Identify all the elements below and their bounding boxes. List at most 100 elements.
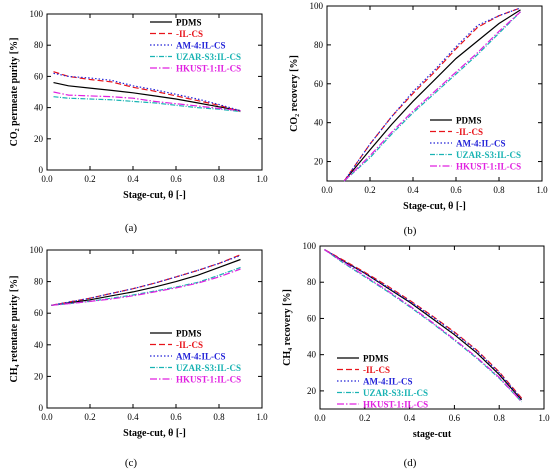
y-tick-label: 60 (307, 313, 317, 323)
x-tick-label: 0.4 (404, 413, 416, 423)
x-tick-label: 0.2 (359, 413, 370, 423)
x-tick-label: 0.0 (41, 412, 53, 422)
legend-entry-label: UZAR-S3:IL-CS (176, 52, 241, 62)
x-tick-label: 0.6 (170, 412, 182, 422)
legend-entry-label: UZAR-S3:IL-CS (456, 150, 521, 160)
panel-label: (a) (125, 222, 138, 234)
y-tick-label: 20 (34, 134, 44, 144)
x-axis-title: Stage-cut, θ [-] (403, 201, 466, 212)
legend-entry-label: -IL-CS (176, 340, 203, 350)
y-tick-label: 0 (39, 403, 44, 413)
y-axis-title: CH₄ recovery [%] (282, 289, 293, 366)
plot-frame (326, 5, 543, 182)
y-tick-label: 80 (307, 277, 317, 287)
x-tick-label: 0.2 (84, 174, 95, 184)
x-tick-label: 0.0 (41, 174, 53, 184)
chart-panel-c: 0.0 0.2 0.4 0.6 0.8 1.0 0 20 40 60 80 100 Stage-cut,… (9, 245, 268, 469)
legend-entry-label: UZAR-S3:IL-CS (363, 388, 428, 398)
legend-entry-label: AM-4:IL-CS (176, 41, 226, 51)
chart-panel-d: 0.0 0.2 0.4 0.6 0.8 1.0 20 40 60 80 100 stage-cut CH… (282, 241, 550, 469)
series-line-am-4-il-cs (343, 7, 521, 182)
y-tick-label: 100 (303, 241, 317, 251)
series-line-am-4-il-cs (51, 254, 241, 306)
x-axis-title: Stage-cut, θ [-] (123, 190, 186, 201)
y-tick-label: 60 (34, 308, 44, 318)
x-tick-label: 0.8 (213, 412, 225, 422)
panel-label: (d) (404, 457, 417, 469)
x-tick-label: 0.2 (364, 185, 375, 195)
legend-entry-label: -IL-CS (176, 29, 203, 39)
series-line-pdms (53, 82, 241, 112)
x-tick-label: 0.4 (407, 185, 419, 195)
series-line-hkust-1-il-cs (324, 249, 523, 403)
y-tick-label: 40 (307, 350, 317, 360)
y-tick-label: 20 (34, 371, 44, 381)
legend-entry-label: -IL-CS (456, 127, 483, 137)
y-tick-label: 60 (34, 71, 44, 81)
legend-entry-label: UZAR-S3:IL-CS (176, 363, 241, 373)
legend-entry-label: PDMS (456, 116, 482, 126)
legend-entry-label: HKUST-1:IL-CS (456, 162, 521, 172)
x-tick-label: 0.6 (170, 174, 182, 184)
legend-entry-label: HKUST-1:IL-CS (363, 400, 428, 410)
legend-entry-label: HKUST-1:IL-CS (176, 64, 241, 74)
series-line-am-4-il-cs (53, 72, 241, 112)
y-tick-label: 0 (39, 165, 44, 175)
x-tick-label: 1.0 (538, 413, 550, 423)
x-tick-label: 0.4 (127, 174, 139, 184)
x-axis-title: stage-cut (413, 429, 452, 440)
x-tick-label: 1.0 (256, 412, 268, 422)
plot-frame (46, 13, 263, 171)
series-line-hkust-1-il-cs (53, 91, 241, 112)
legend-entry-label: PDMS (363, 354, 389, 364)
series-line-uzar-s3-il-cs (53, 96, 241, 113)
y-axis-title: CH₄ retentate purity [%] (9, 276, 20, 383)
y-axis-title: CO₂ recovery [%] (289, 55, 300, 132)
x-tick-label: 0.0 (321, 185, 333, 195)
y-tick-label: 40 (34, 340, 44, 350)
x-tick-label: 0.8 (213, 174, 225, 184)
y-tick-label: 40 (314, 118, 324, 128)
series-line-am-4-il-cs (324, 249, 523, 400)
plot-frame (319, 245, 545, 410)
series-line-il-cs (53, 71, 241, 113)
x-tick-label: 0.2 (84, 412, 95, 422)
series-line-il-cs (324, 249, 523, 399)
series-line-pdms (343, 9, 521, 182)
y-tick-label: 100 (310, 1, 324, 11)
panel-label: (c) (125, 457, 138, 469)
chart-panel-b: 0.0 0.2 0.4 0.6 0.8 1.0 20 40 60 80 100 Stage-cut, … (289, 1, 548, 237)
legend-entry-label: PDMS (176, 329, 202, 339)
y-axis-title: CO₂ permeate purity [%] (9, 38, 20, 147)
y-tick-label: 80 (314, 40, 324, 50)
series-line-hkust-1-il-cs (343, 11, 521, 182)
x-tick-label: 0.6 (449, 413, 461, 423)
legend-entry-label: PDMS (176, 18, 202, 28)
y-tick-label: 60 (314, 79, 324, 89)
chart-panel-a: 0.0 0.2 0.4 0.6 0.8 1.0 0 20 40 60 80 100 Stage-cut,… (9, 9, 268, 234)
y-tick-label: 20 (314, 157, 324, 167)
y-tick-label: 80 (34, 40, 44, 50)
series-line-uzar-s3-il-cs (343, 11, 521, 182)
legend-entry-label: AM-4:IL-CS (456, 139, 506, 149)
x-tick-label: 0.0 (314, 413, 326, 423)
legend-entry-label: AM-4:IL-CS (363, 377, 413, 387)
legend-entry-label: HKUST-1:IL-CS (176, 375, 241, 385)
y-tick-label: 100 (30, 9, 44, 19)
x-axis-title: Stage-cut, θ [-] (123, 428, 186, 439)
series-line-pdms (324, 249, 523, 401)
series-line-il-cs (51, 254, 241, 306)
y-tick-label: 100 (30, 245, 44, 255)
series-line-hkust-1-il-cs (51, 268, 241, 306)
legend-entry-label: AM-4:IL-CS (176, 352, 226, 362)
x-tick-label: 0.8 (494, 413, 506, 423)
legend-entry-label: -IL-CS (363, 365, 390, 375)
x-tick-label: 1.0 (536, 185, 548, 195)
x-tick-label: 0.4 (127, 412, 139, 422)
plot-frame (46, 249, 263, 409)
panel-label: (b) (404, 225, 417, 237)
